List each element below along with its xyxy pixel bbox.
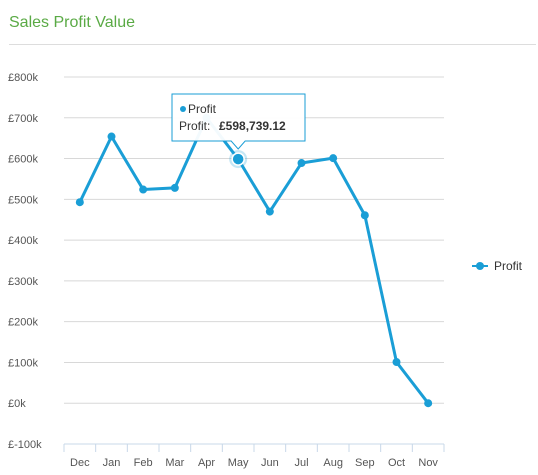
plot-area: [75, 113, 433, 408]
y-tick-label: £700k: [8, 113, 38, 125]
x-tick-label: Sep: [355, 457, 375, 469]
x-tick-label: Jun: [261, 457, 279, 469]
y-tick-label: £0k: [8, 398, 26, 410]
x-tick-label: Nov: [418, 457, 438, 469]
data-point[interactable]: [392, 358, 401, 367]
x-tick-label: Jan: [103, 457, 121, 469]
data-point[interactable]: [231, 152, 245, 166]
chart-title: Sales Profit Value: [9, 14, 135, 31]
x-tick-label: May: [228, 457, 249, 469]
data-point[interactable]: [297, 159, 306, 168]
tooltip-series-marker: [180, 106, 186, 112]
data-point[interactable]: [265, 207, 274, 216]
x-tick-label: Dec: [70, 457, 90, 469]
data-point[interactable]: [170, 183, 179, 192]
x-tick-label: Oct: [388, 457, 405, 469]
title-divider: [9, 44, 536, 45]
y-tick-label: £500k: [8, 194, 38, 206]
data-point[interactable]: [329, 154, 338, 163]
tooltip: Profit Profit: £598,739.12: [171, 93, 306, 150]
data-point[interactable]: [107, 132, 116, 141]
data-point[interactable]: [75, 198, 84, 207]
grid-lines: [64, 76, 444, 404]
y-tick-label: £400k: [8, 235, 38, 247]
tooltip-box: [171, 93, 306, 150]
x-tick-label: Aug: [323, 457, 343, 469]
y-tick-label: £600k: [8, 154, 38, 166]
y-axis: £-100k £0k £100k £200k £300k £400k £500k £600k £…: [8, 72, 42, 451]
y-tick-label: £200k: [8, 317, 38, 329]
y-tick-label: £800k: [8, 72, 38, 84]
tooltip-series-name: Profit: [188, 102, 217, 116]
tooltip-label: Profit:: [179, 119, 210, 133]
y-tick-label: £-100k: [8, 439, 42, 451]
x-tick-label: Apr: [198, 457, 215, 469]
x-axis: Dec Jan Feb Mar Apr May Jun Jul Aug Sep Oct Nov: [63, 443, 445, 469]
data-point[interactable]: [360, 211, 369, 220]
x-tick-label: Jul: [294, 457, 308, 469]
y-tick-label: £100k: [8, 357, 38, 369]
x-tick-label: Feb: [134, 457, 153, 469]
legend[interactable]: Profit: [472, 259, 523, 273]
data-point[interactable]: [424, 399, 433, 408]
legend-marker: [476, 262, 484, 270]
x-tick-label: Mar: [165, 457, 184, 469]
series-line-profit: [78, 116, 430, 405]
legend-label-profit[interactable]: Profit: [494, 259, 523, 273]
y-tick-label: £300k: [8, 276, 38, 288]
data-point[interactable]: [139, 185, 148, 194]
tooltip-value: £598,739.12: [219, 119, 286, 133]
